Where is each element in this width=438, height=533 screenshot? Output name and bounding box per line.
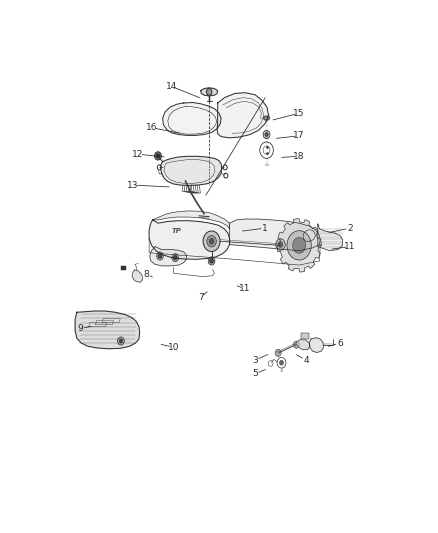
Text: 11: 11 — [239, 285, 251, 293]
Text: 6: 6 — [337, 338, 343, 348]
Text: 14: 14 — [166, 82, 177, 91]
Circle shape — [155, 152, 161, 160]
Text: 9: 9 — [78, 324, 83, 333]
Polygon shape — [150, 247, 187, 266]
Polygon shape — [277, 219, 321, 272]
Polygon shape — [132, 270, 142, 282]
Circle shape — [119, 339, 123, 343]
Text: 16: 16 — [146, 123, 157, 132]
Polygon shape — [318, 224, 343, 251]
Circle shape — [206, 88, 212, 95]
Polygon shape — [75, 311, 140, 349]
Circle shape — [263, 131, 270, 139]
Polygon shape — [296, 340, 310, 350]
Polygon shape — [161, 156, 222, 185]
Text: 15: 15 — [293, 109, 305, 118]
Circle shape — [203, 231, 220, 252]
Circle shape — [210, 259, 213, 263]
Circle shape — [117, 337, 124, 345]
Circle shape — [156, 154, 159, 158]
Circle shape — [287, 231, 311, 260]
Text: 11: 11 — [344, 242, 356, 251]
Circle shape — [208, 257, 215, 265]
Polygon shape — [162, 102, 221, 135]
Circle shape — [172, 254, 179, 262]
Text: 2: 2 — [347, 224, 353, 232]
Text: 7: 7 — [198, 293, 204, 302]
Polygon shape — [152, 211, 230, 229]
Circle shape — [173, 256, 177, 260]
Polygon shape — [309, 338, 324, 352]
Text: 13: 13 — [127, 181, 138, 190]
Bar — [301, 333, 309, 339]
Bar — [121, 266, 126, 270]
Text: 5: 5 — [252, 369, 258, 378]
Text: 10: 10 — [168, 343, 179, 352]
Circle shape — [275, 349, 281, 357]
Text: 3: 3 — [252, 356, 258, 365]
Polygon shape — [217, 93, 268, 138]
Text: 8: 8 — [144, 270, 149, 279]
Text: 4: 4 — [303, 356, 309, 365]
Polygon shape — [149, 220, 230, 260]
Circle shape — [209, 238, 214, 244]
Circle shape — [293, 238, 306, 253]
Circle shape — [278, 241, 283, 247]
Circle shape — [207, 236, 216, 247]
Text: 1: 1 — [262, 224, 268, 232]
Text: 12: 12 — [132, 150, 144, 159]
Polygon shape — [264, 116, 270, 120]
Circle shape — [293, 341, 300, 349]
Polygon shape — [230, 219, 320, 251]
Circle shape — [265, 133, 268, 136]
Circle shape — [279, 360, 283, 365]
Text: TP: TP — [171, 229, 181, 235]
Circle shape — [157, 252, 163, 260]
Circle shape — [276, 239, 285, 251]
Polygon shape — [201, 88, 218, 96]
Circle shape — [158, 254, 162, 258]
Text: 17: 17 — [293, 131, 305, 140]
Text: 18: 18 — [293, 152, 305, 161]
